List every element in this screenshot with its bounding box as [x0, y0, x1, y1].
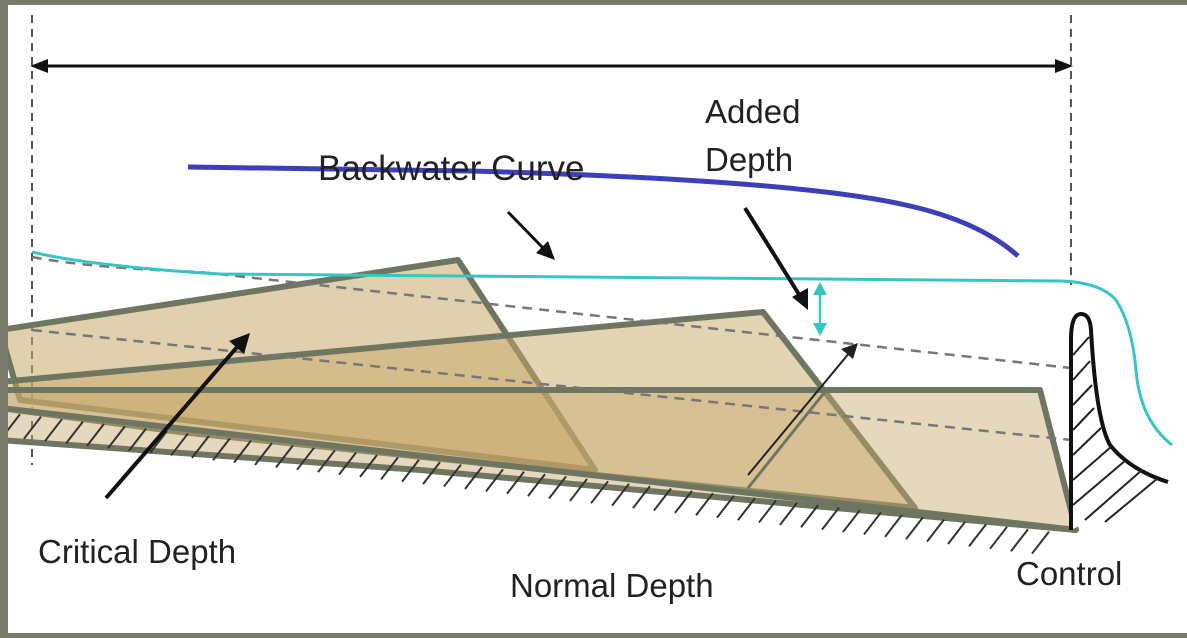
wedge-small	[8, 387, 1079, 533]
bed-hatch-mark	[8, 413, 21, 432]
bed-hatch-mark	[821, 507, 840, 531]
bed-hatch-mark	[548, 475, 567, 500]
backwater-curve-line	[187, 164, 1020, 258]
bed-hatch-mark	[422, 461, 441, 485]
bed-hatch-mark	[275, 444, 294, 469]
control-label: Control	[1016, 555, 1123, 592]
normal-depth-dashed-line	[31, 328, 1072, 442]
bed-hatch-mark	[632, 485, 651, 509]
bed-hatch-mark	[947, 521, 966, 545]
bed-hatch-mark	[170, 432, 189, 457]
bed-hatch-mark	[359, 454, 378, 478]
bed-hatching	[8, 413, 1050, 555]
bed-hatch-mark	[1031, 530, 1050, 555]
normal-depth-pointer-arrowhead	[841, 343, 858, 359]
bed-hatch-mark	[464, 466, 483, 490]
bed-hatch-mark	[716, 495, 735, 519]
added-depth-label-line1: Added	[705, 93, 801, 130]
added-depth-label-line2: Depth	[705, 141, 794, 178]
normal-depth-label: Normal Depth	[510, 567, 714, 604]
bed-hatch-mark	[338, 451, 357, 476]
critical-depth-label: Critical Depth	[38, 533, 237, 570]
bed-hatch-mark	[485, 468, 504, 492]
bed-hatch-mark	[779, 502, 798, 526]
bed-hatch-mark	[590, 480, 609, 504]
bed-hatch-mark	[317, 449, 336, 473]
bed-hatch-mark	[254, 442, 273, 466]
reach-length-arrowhead-left	[30, 59, 48, 73]
control-weir-hatching	[1072, 336, 1159, 523]
bed-hatch-mark	[233, 440, 252, 464]
normal-depth-pointer-arrow	[747, 351, 851, 476]
bed-hatch-mark	[926, 519, 945, 543]
added-depth-pointer-arrowhead	[792, 288, 808, 310]
bed-hatch-mark	[905, 516, 924, 540]
bed-hatch-mark	[737, 497, 756, 521]
bed-hatch-mark	[44, 418, 63, 442]
bed-hatch-mark	[758, 499, 777, 524]
bed-hatch-mark	[863, 511, 882, 536]
bed-hatch-mark	[1010, 528, 1029, 552]
bed-hatch-mark	[212, 437, 231, 461]
reach-length-arrowhead-right	[1055, 59, 1073, 73]
critical-depth-pointer-arrowhead	[229, 333, 250, 354]
bed-hatch-mark	[23, 416, 42, 440]
bed-hatch-mark	[653, 487, 672, 512]
bed-hatch-mark	[842, 509, 861, 533]
bed-hatch-mark	[989, 526, 1008, 550]
bed-hatch-mark	[527, 473, 546, 497]
bed-hatch-mark	[968, 523, 987, 548]
bed-hatch-mark	[149, 430, 168, 454]
critical-depth-pointer-arrow	[104, 344, 240, 500]
bed-hatch-mark	[695, 492, 714, 516]
bed-hatch-mark	[86, 423, 105, 447]
bed-hatch-mark	[128, 428, 147, 452]
bed-hatch-mark	[506, 471, 525, 495]
bed-hatch-mark	[569, 478, 588, 502]
bed-hatch-mark	[65, 420, 84, 445]
added-depth-marker-top	[813, 282, 827, 295]
bed-hatch-mark	[884, 514, 903, 538]
bed-hatch-mark	[107, 425, 126, 449]
bed-hatch-mark	[443, 463, 462, 488]
bed-hatch-mark	[800, 504, 819, 528]
bed-hatch-mark	[401, 459, 420, 483]
water-surface-line	[31, 250, 1173, 447]
control-weir	[1069, 311, 1169, 530]
bed-hatch-mark	[296, 447, 315, 471]
backwater-pointer-arrowhead	[536, 241, 555, 260]
backwater-curve-label: Backwater Curve	[318, 149, 585, 188]
channel-bed	[8, 405, 1077, 533]
added-depth-pointer-arrow	[743, 206, 802, 298]
backwater-pointer-arrow	[506, 210, 547, 252]
bed-hatch-mark	[674, 490, 693, 514]
added-depth-marker-bottom	[813, 323, 827, 336]
bed-hatch-mark	[380, 456, 399, 480]
wedge-inner-edge	[746, 387, 830, 489]
bed-hatch-mark	[611, 483, 630, 507]
bed-hatch-mark	[191, 435, 210, 459]
